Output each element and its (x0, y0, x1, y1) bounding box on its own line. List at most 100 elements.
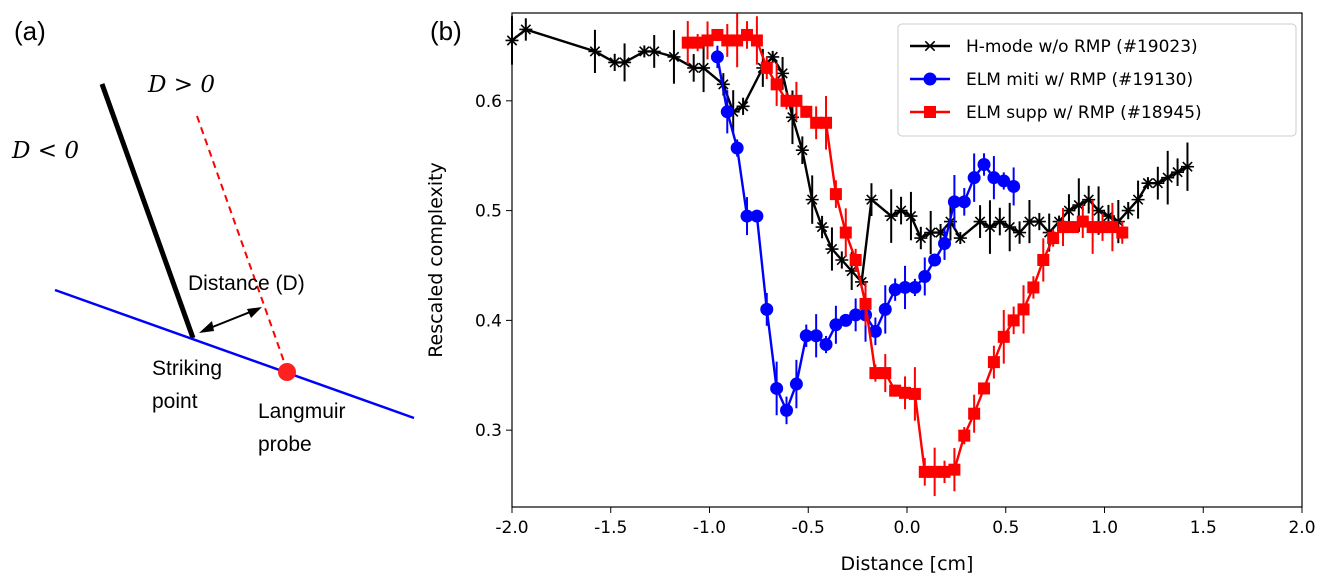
x-tick-label: 2.0 (1288, 518, 1315, 538)
y-tick-label: 0.5 (475, 202, 502, 222)
data-point (819, 338, 833, 352)
y-tick-label: 0.6 (475, 92, 502, 112)
data-point (1057, 221, 1070, 234)
distance-label: Distance (D) (188, 272, 305, 295)
data-point (691, 36, 704, 49)
data-point (799, 329, 813, 343)
data-point (681, 36, 694, 49)
x-tick-label: 0.5 (992, 518, 1019, 538)
data-point (730, 141, 744, 155)
data-point (888, 283, 902, 297)
data-point (889, 384, 902, 397)
series-1 (710, 45, 1021, 425)
data-point (849, 308, 863, 322)
complexity-chart: -2.0 -1.5 -1.0 -0.5 0.0 0.5 1.0 1.5 2.0 0.30.40.… (425, 12, 1316, 575)
data-point (780, 403, 794, 417)
panel-a-label: (a) (14, 16, 46, 46)
data-point (750, 209, 764, 223)
striking-point-label-1: Striking (152, 357, 222, 380)
data-point (1066, 221, 1079, 234)
data-point (904, 210, 918, 222)
x-tick-label: 1.5 (1190, 518, 1217, 538)
data-point (997, 174, 1011, 188)
series-layer (505, 13, 1194, 497)
data-point (1121, 205, 1135, 216)
data-point (1180, 161, 1194, 172)
data-point (800, 105, 813, 118)
data-point (740, 209, 754, 223)
data-point (770, 381, 784, 395)
data-point (1171, 166, 1185, 178)
data-point (869, 367, 882, 380)
data-point (1096, 221, 1109, 234)
data-point (953, 232, 967, 244)
data-point (914, 232, 928, 244)
data-point (780, 94, 793, 107)
data-point (721, 34, 734, 47)
data-point (898, 280, 912, 294)
separatrix-line (99, 83, 196, 339)
data-point (908, 387, 921, 400)
data-point (790, 94, 803, 107)
data-point (1007, 179, 1021, 193)
data-point (1037, 254, 1050, 266)
data-point (809, 329, 823, 343)
langmuir-probe-label-2: probe (258, 433, 312, 456)
data-point (820, 116, 833, 129)
legend-entry: ELM miti w/ RMP (#19130) (966, 70, 1193, 90)
data-point (720, 105, 734, 119)
probe-dashed-line (196, 115, 288, 371)
d-positive-label: D > 0 (147, 72, 215, 98)
data-point (918, 465, 931, 478)
data-point (815, 221, 829, 233)
data-point (899, 386, 912, 399)
d-negative-label: D < 0 (11, 138, 79, 164)
data-point (968, 407, 981, 420)
data-point (750, 34, 763, 47)
y-axis-label: Rescaled complexity (425, 162, 447, 358)
series-2 (681, 13, 1129, 497)
data-point (760, 61, 773, 74)
data-point (701, 34, 714, 47)
data-point (879, 367, 892, 380)
x-tick-label: 0.0 (893, 518, 920, 538)
striking-point-label-2: point (152, 390, 198, 413)
data-point (647, 46, 661, 57)
data-point (884, 210, 898, 222)
panel-a-diagram: (a) D > 0 D < 0 Distance (D) Striking po… (11, 16, 415, 456)
data-point (1106, 221, 1119, 234)
data-point (1013, 227, 1027, 238)
langmuir-probe-label-1: Langmuir (258, 400, 346, 423)
data-point (973, 216, 987, 227)
y-tick-label: 0.4 (475, 311, 502, 331)
data-point (957, 195, 971, 209)
data-point (1032, 216, 1046, 227)
data-point (789, 377, 803, 391)
data-point (864, 194, 878, 205)
data-point (667, 51, 681, 63)
data-point (1131, 194, 1145, 205)
data-point (987, 356, 1000, 369)
data-point (977, 157, 991, 171)
data-point (731, 34, 744, 47)
data-point (983, 221, 997, 233)
data-point (825, 243, 839, 255)
data-point (795, 144, 809, 156)
data-point (868, 324, 882, 338)
data-point (741, 28, 754, 41)
langmuir-probe-marker (278, 363, 296, 381)
panel-b-label: (b) (430, 16, 462, 46)
data-point (1076, 215, 1089, 228)
data-point (588, 46, 602, 57)
legend-marker (924, 106, 936, 118)
legend-marker (923, 40, 937, 52)
data-point (928, 465, 941, 478)
legend-entry: ELM supp w/ RMP (#18945) (966, 103, 1202, 123)
data-point (1151, 177, 1165, 189)
data-point (839, 226, 852, 239)
data-point (519, 24, 533, 35)
data-point (1027, 281, 1040, 294)
x-tick-label: -1.0 (693, 518, 726, 538)
data-point (849, 254, 862, 266)
data-point (839, 313, 853, 327)
